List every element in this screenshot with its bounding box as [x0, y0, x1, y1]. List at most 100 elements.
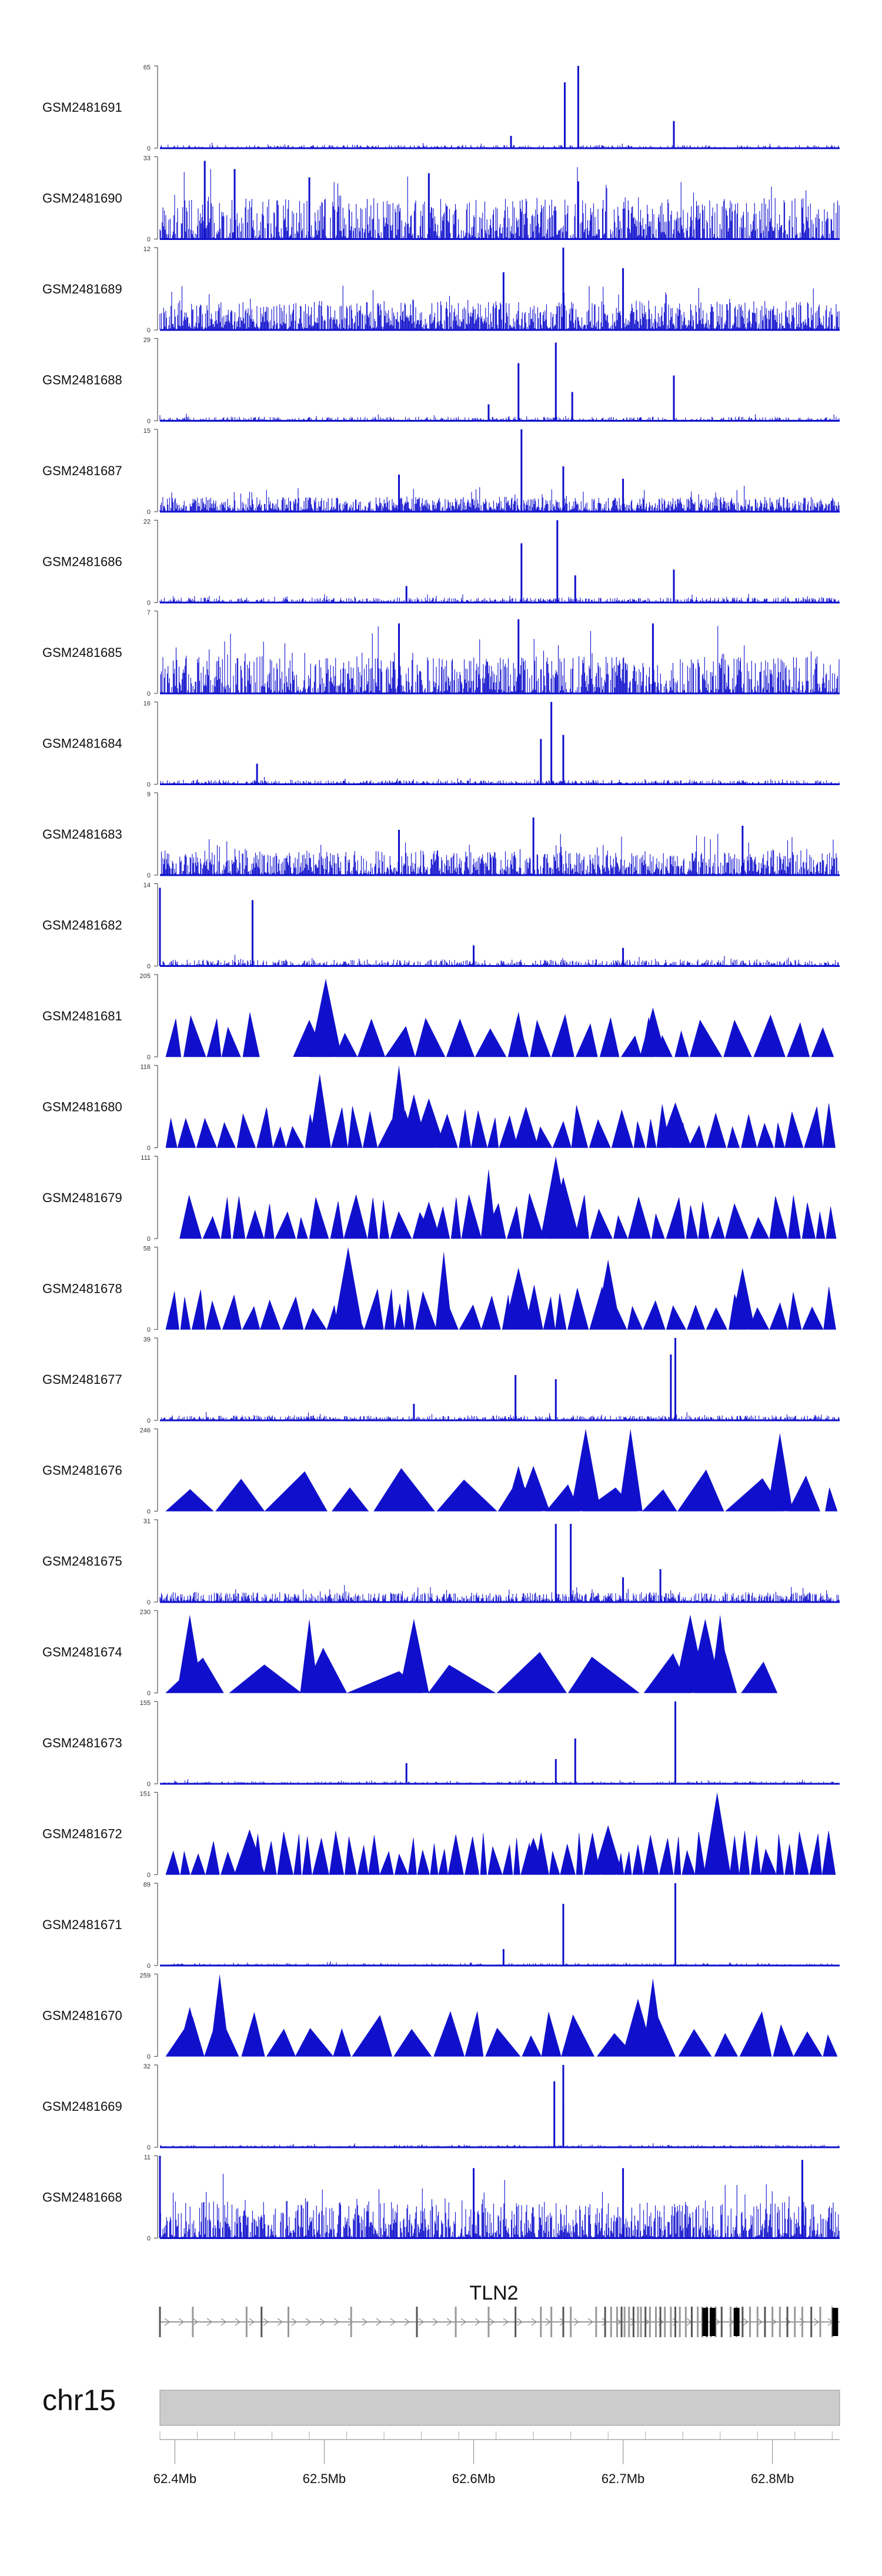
chromosome-label: chr15	[42, 2384, 116, 2417]
gene-exon	[831, 2307, 833, 2337]
track-signal-bars	[160, 626, 840, 693]
gene-exon-thick	[832, 2308, 838, 2336]
gene-exon	[644, 2307, 647, 2337]
track-peak	[622, 268, 624, 330]
track-GSM2481672: GSM2481672 151 0	[42, 1791, 836, 1879]
gene-exon	[690, 2307, 693, 2337]
track-peak	[417, 1202, 440, 1239]
gene-exon	[570, 2307, 572, 2337]
track-peak	[427, 173, 430, 239]
track-sample-label: GSM2481690	[42, 191, 122, 206]
track-peak	[234, 1829, 265, 1875]
track-GSM2481686: GSM2481686 22 0	[42, 519, 840, 607]
track-signal-bars	[159, 1412, 840, 1420]
track-ymax-label: 65	[143, 64, 151, 71]
track-signal-bars	[159, 485, 840, 512]
track-ymin-label: 0	[147, 1781, 151, 1788]
track-GSM2481676: GSM2481676 246 0	[42, 1427, 838, 1516]
chromosome-ideogram-bar	[159, 2390, 840, 2426]
track-signal-bars	[163, 1961, 837, 1966]
track-ymin-label: 0	[147, 600, 151, 607]
track-ymax-label: 116	[140, 1064, 151, 1071]
track-peak	[300, 1619, 319, 1693]
track-GSM2481689: GSM2481689 12 0	[42, 246, 840, 334]
track-GSM2481688: GSM2481688 29 0	[42, 337, 840, 425]
track-sample-label: GSM2481672	[42, 1827, 122, 1841]
track-sample-label: GSM2481687	[42, 463, 122, 478]
gene-track: TLN2	[159, 2282, 840, 2337]
track-sample-label: GSM2481677	[42, 1372, 122, 1387]
track-signal-bars	[159, 593, 839, 603]
track-ymax-label: 7	[147, 609, 151, 616]
track-peak	[540, 739, 542, 785]
track-sample-label: GSM2481682	[42, 918, 122, 933]
gene-exon	[637, 2307, 639, 2337]
track-ymax-label: 230	[140, 1609, 151, 1616]
track-sample-label: GSM2481673	[42, 1736, 122, 1750]
track-peak	[553, 2081, 556, 2147]
gene-exon	[416, 2307, 418, 2337]
track-peak	[554, 1524, 557, 1602]
track-peak	[480, 1169, 497, 1239]
track-ymin-label: 0	[147, 1236, 151, 1243]
track-ymax-label: 259	[140, 1973, 151, 1980]
gene-name-label: TLN2	[469, 2282, 518, 2304]
gene-exon	[192, 2307, 194, 2337]
track-signal-bars	[160, 833, 840, 875]
gene-exon	[620, 2307, 623, 2337]
track-ymax-label: 205	[140, 973, 151, 980]
gene-exon	[260, 2307, 263, 2337]
track-signal-bars	[160, 776, 840, 785]
track-signal-bars	[159, 2174, 840, 2238]
track-peak	[435, 1251, 453, 1330]
track-GSM2481670: GSM2481670 259 0	[42, 1973, 838, 2061]
gene-exon	[659, 2307, 662, 2337]
gene-exon	[679, 2307, 681, 2337]
gene-exon	[786, 2307, 789, 2337]
track-peak	[513, 1106, 539, 1148]
track-peak	[659, 1102, 691, 1148]
track-GSM2481682: GSM2481682 14 0	[42, 882, 840, 970]
track-peak	[405, 1763, 407, 1784]
gene-exon	[610, 2307, 612, 2337]
track-GSM2481687: GSM2481687 15 0	[42, 428, 840, 516]
track-peak	[564, 82, 566, 148]
track-peak	[554, 1379, 557, 1420]
track-peak	[502, 1949, 505, 1966]
gene-exon	[159, 2307, 161, 2337]
track-ymax-label: 11	[144, 2154, 151, 2161]
track-peak	[673, 569, 675, 603]
track-peak	[674, 1883, 677, 1966]
gene-exon	[562, 2307, 564, 2337]
track-peak	[517, 363, 520, 421]
track-GSM2481675: GSM2481675 31 0	[42, 1518, 840, 1606]
track-ymin-label: 0	[147, 145, 151, 152]
track-peak	[398, 475, 400, 512]
track-signal-bars	[159, 167, 840, 239]
track-peak	[308, 177, 310, 239]
track-ymax-label: 39	[143, 1336, 151, 1343]
track-peak	[487, 404, 490, 421]
track-sample-label: GSM2481679	[42, 1190, 122, 1205]
track-ymax-label: 9	[147, 791, 151, 798]
track-peak	[550, 702, 553, 785]
track-peak	[308, 1073, 331, 1148]
axis-tick-label: 62.4Mb	[153, 2471, 196, 2486]
gene-exon	[245, 2307, 248, 2337]
gene-exon	[674, 2307, 677, 2337]
gene-exon	[741, 2307, 744, 2337]
gene-exon	[604, 2307, 606, 2337]
track-GSM2481680: GSM2481680 116 0	[42, 1064, 836, 1152]
track-ymin-label: 0	[147, 1054, 151, 1061]
track-peak	[652, 623, 654, 693]
track-GSM2481683: GSM2481683 9 0	[42, 791, 840, 879]
track-sample-label: GSM2481691	[42, 100, 122, 115]
track-peak	[622, 1998, 654, 2057]
track-peak	[570, 1429, 601, 1511]
track-signal-triangles	[165, 1831, 836, 1875]
track-GSM2481691: GSM2481691 65 0	[42, 64, 840, 152]
gene-exon	[655, 2307, 657, 2337]
axis-tick-label: 62.8Mb	[751, 2471, 794, 2486]
track-peak	[517, 619, 520, 693]
track-ymax-label: 155	[140, 1700, 151, 1707]
